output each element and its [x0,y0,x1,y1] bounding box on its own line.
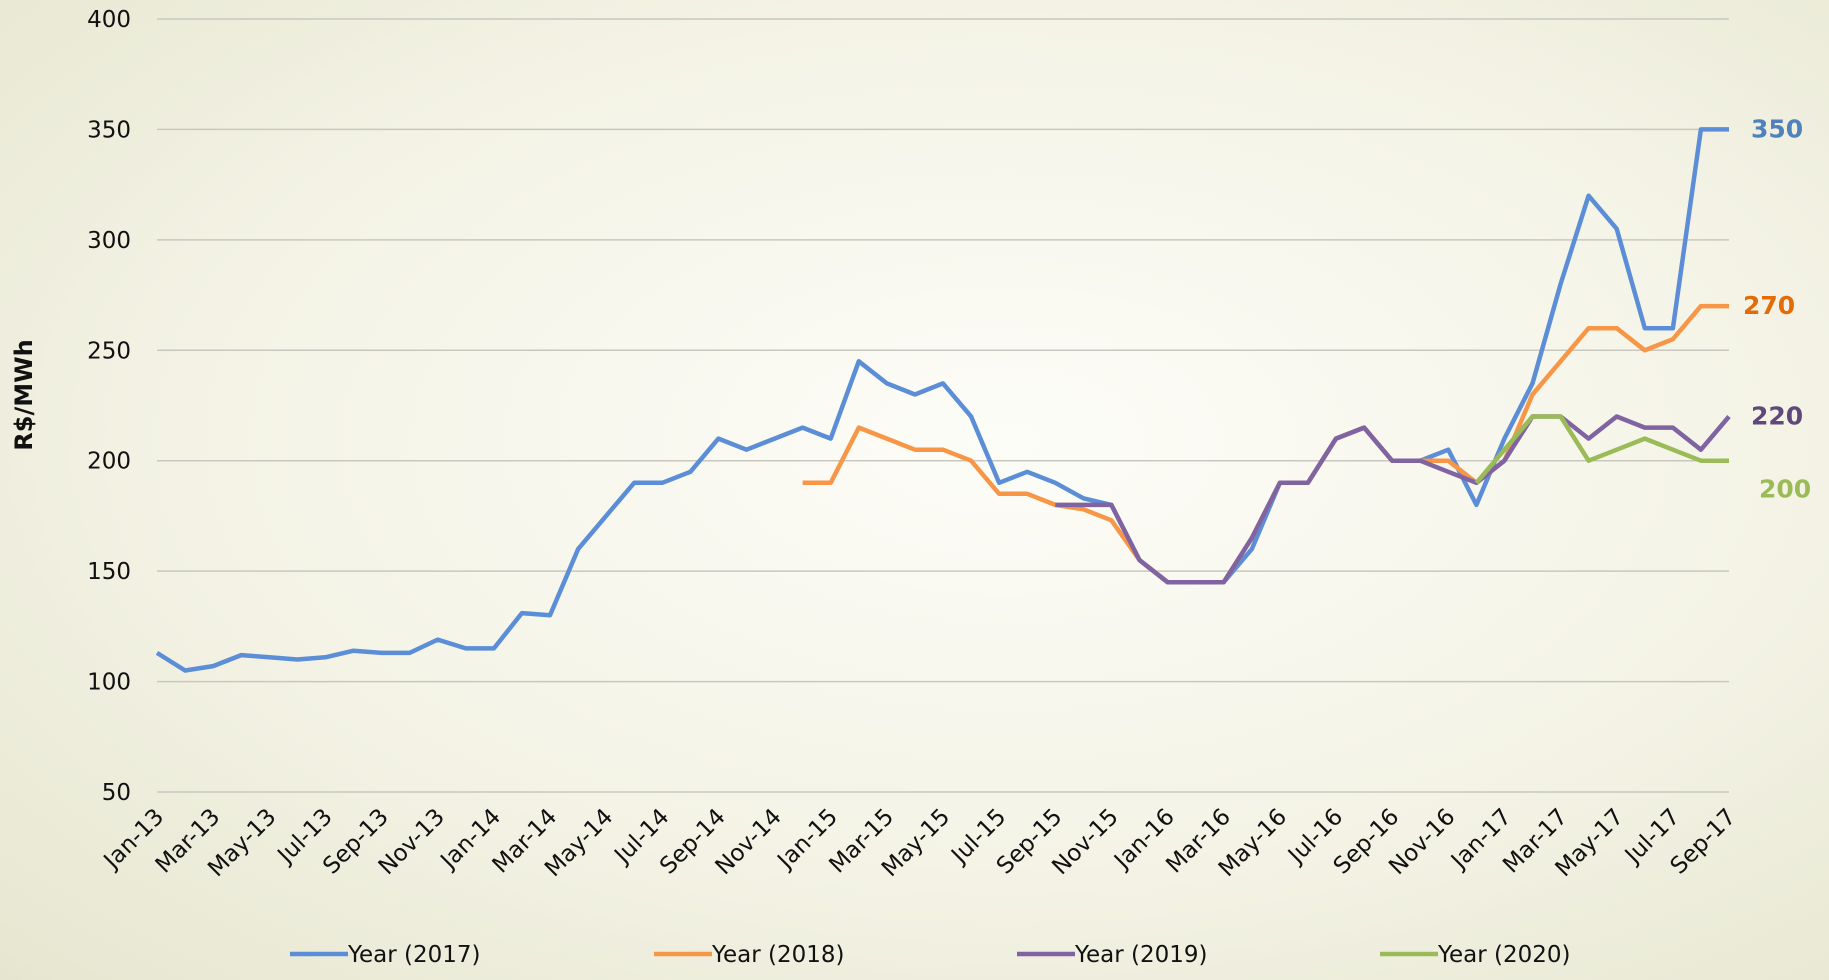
y-tick-label: 250 [87,338,131,364]
end-value-label: 350 [1751,114,1803,143]
series-line [1474,414,1729,485]
series-line [1055,414,1731,585]
y-tick-label: 100 [87,670,131,696]
y-tick-label: 50 [102,780,131,806]
legend-label: Year (2018) [711,942,845,968]
legend-label: Year (2020) [1437,942,1571,968]
y-tick-label: 300 [87,228,131,254]
series-line [155,127,1729,673]
y-tick-label: 350 [87,117,131,143]
y-axis-title: R$/MWh [10,339,38,450]
legend-label: Year (2017) [347,942,481,968]
end-value-label: 200 [1759,475,1811,504]
series-line [802,303,1729,585]
end-value-label: 270 [1743,291,1795,320]
y-tick-label: 150 [87,559,131,585]
legend-label: Year (2019) [1074,942,1208,968]
y-tick-label: 200 [87,449,131,475]
end-value-label: 220 [1751,402,1803,431]
y-tick-label: 400 [87,7,131,33]
